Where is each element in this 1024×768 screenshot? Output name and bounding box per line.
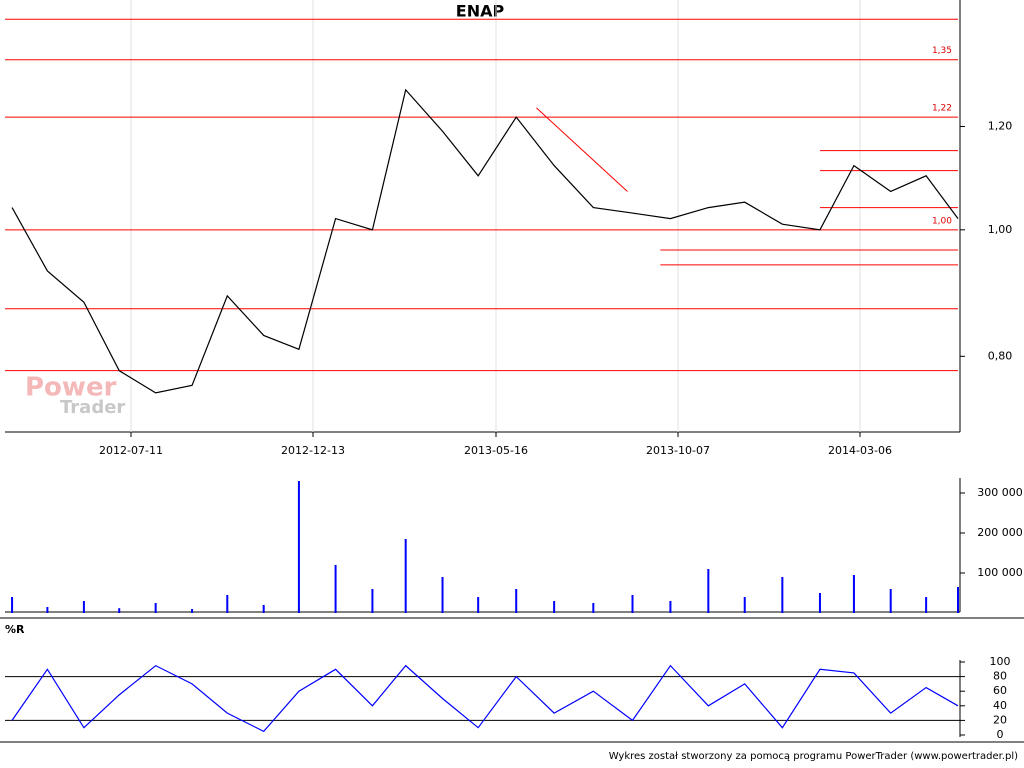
bar — [818, 593, 821, 613]
bar — [82, 601, 85, 613]
bar — [477, 597, 480, 613]
bar — [441, 577, 444, 613]
bar — [707, 569, 710, 613]
bar — [957, 587, 959, 613]
bar — [592, 603, 595, 613]
bar — [371, 589, 374, 613]
bar — [297, 481, 300, 613]
y-tick-label: 100 000 — [977, 566, 1023, 579]
bar — [743, 597, 746, 613]
watermark: Power — [25, 373, 117, 403]
line — [11, 88, 959, 394]
bar — [154, 603, 157, 613]
level-label: 1,35 — [932, 46, 952, 56]
bar — [118, 608, 121, 613]
bar — [925, 597, 928, 613]
bar — [262, 605, 265, 613]
bar — [334, 565, 337, 613]
y-tick-label: 0,80 — [988, 349, 1013, 362]
bar — [553, 601, 556, 613]
bar — [669, 601, 672, 613]
bar — [515, 589, 518, 613]
trend-line — [536, 107, 628, 192]
x-tick-label: 2012-12-13 — [281, 444, 345, 457]
level-label: 1,22 — [932, 104, 952, 114]
bar — [46, 607, 49, 613]
panel-title: %R — [5, 623, 25, 636]
watermark: Trader — [60, 397, 125, 418]
chart-title: ENAP — [456, 2, 505, 21]
bar — [852, 575, 855, 613]
y-tick-label: 40 — [993, 699, 1007, 712]
bar — [191, 609, 194, 613]
bar — [404, 539, 407, 613]
y-tick-label: 0 — [997, 728, 1004, 741]
line — [11, 664, 959, 733]
bar — [781, 577, 784, 613]
y-tick-label: 100 — [990, 655, 1011, 668]
y-tick-label: 1,00 — [988, 223, 1013, 236]
x-tick-label: 2012-07-11 — [99, 444, 163, 457]
x-tick-label: 2013-10-07 — [646, 444, 710, 457]
y-tick-label: 60 — [993, 684, 1007, 697]
bar — [631, 595, 634, 613]
y-tick-label: 80 — [993, 670, 1007, 683]
y-tick-label: 20 — [993, 713, 1007, 726]
x-tick-label: 2014-03-06 — [828, 444, 892, 457]
bar — [11, 597, 14, 613]
y-tick-label: 1,20 — [988, 119, 1013, 132]
y-tick-label: 200 000 — [977, 526, 1023, 539]
bar — [889, 589, 892, 613]
x-tick-label: 2013-05-16 — [464, 444, 528, 457]
bar — [226, 595, 229, 613]
footer: Wykres został stworzony za pomocą progra… — [609, 751, 1018, 762]
y-tick-label: 300 000 — [977, 486, 1023, 499]
level-label: 1,00 — [932, 216, 952, 226]
